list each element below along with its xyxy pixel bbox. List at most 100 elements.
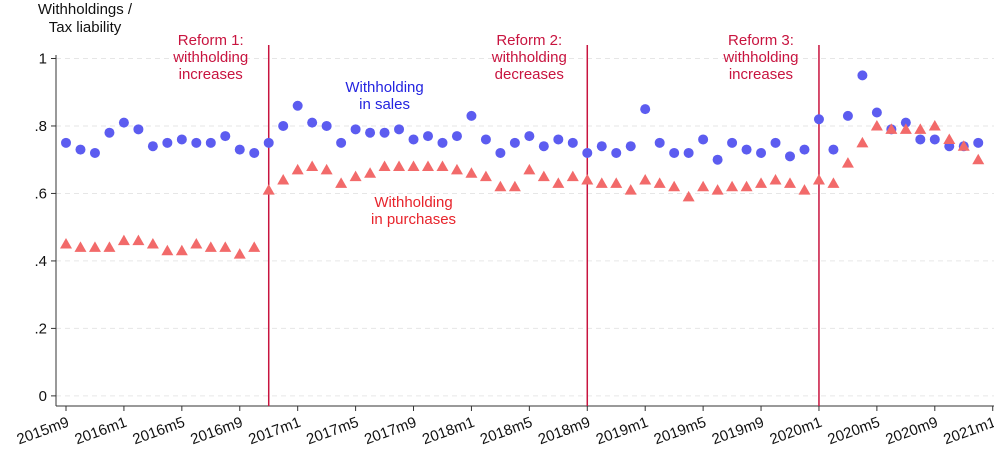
series-annotation: Withholding xyxy=(345,79,423,96)
x-tick-label: 2020m9 xyxy=(883,414,940,449)
circle-point xyxy=(61,137,71,148)
circle-point xyxy=(365,127,376,138)
circle-point xyxy=(509,137,520,148)
triangle-point xyxy=(798,184,811,195)
triangle-point xyxy=(335,177,348,188)
x-tick-label: 2017m9 xyxy=(362,414,419,449)
circle-point xyxy=(553,134,564,145)
triangle-point xyxy=(856,136,869,148)
circle-point xyxy=(842,110,853,121)
circle-point xyxy=(205,137,216,148)
circle-point xyxy=(191,137,202,148)
circle-point xyxy=(756,147,767,158)
y-tick-label: 0 xyxy=(39,388,47,405)
x-tick-label: 2021m1 xyxy=(941,414,994,449)
circle-point xyxy=(857,70,868,81)
circle-point xyxy=(292,100,303,111)
circle-point xyxy=(973,137,984,148)
triangle-point xyxy=(870,119,883,131)
series-annotation: in sales xyxy=(359,96,410,113)
y-axis-title: Withholdings / xyxy=(38,1,133,18)
triangle-point xyxy=(479,170,492,182)
triangle-point xyxy=(291,163,304,175)
triangle-point xyxy=(653,177,666,188)
circle-point xyxy=(770,137,781,148)
y-tick-label: .2 xyxy=(34,320,47,337)
circle-point xyxy=(307,117,318,128)
y-tick-label: 1 xyxy=(39,50,47,67)
circle-point xyxy=(727,137,738,148)
x-tick-label: 2019m1 xyxy=(594,414,651,449)
triangle-point xyxy=(610,177,623,188)
triangle-point xyxy=(161,244,174,256)
triangle-point xyxy=(740,180,753,192)
reform-label: withholding xyxy=(491,49,567,66)
circle-point xyxy=(350,124,361,135)
circle-point xyxy=(799,144,810,155)
circle-point xyxy=(249,147,260,158)
circle-point xyxy=(220,131,231,142)
circle-point xyxy=(828,144,839,155)
circle-point xyxy=(162,137,173,148)
circle-point xyxy=(813,114,824,125)
triangle-point xyxy=(624,184,637,195)
triangle-point xyxy=(682,190,695,202)
circle-point xyxy=(596,141,607,152)
circle-point xyxy=(871,107,882,118)
triangle-point xyxy=(320,163,333,175)
circle-point xyxy=(423,131,433,142)
triangle-point xyxy=(306,160,319,171)
triangle-point xyxy=(784,177,796,188)
triangle-point xyxy=(726,180,739,192)
circle-point xyxy=(741,144,752,155)
triangle-point xyxy=(812,173,825,185)
y-tick-label: .4 xyxy=(34,253,47,270)
triangle-point xyxy=(204,241,217,252)
triangle-point xyxy=(972,153,985,165)
x-tick-label: 2017m5 xyxy=(304,414,361,449)
triangle-point xyxy=(639,173,652,185)
reform-label: Reform 3: xyxy=(728,32,794,49)
circle-point xyxy=(451,131,462,142)
x-tick-label: 2018m1 xyxy=(420,414,477,449)
series-annotation: Withholding xyxy=(374,194,452,211)
x-tick-label: 2015m9 xyxy=(15,414,72,449)
triangle-point xyxy=(60,238,72,249)
circle-point xyxy=(147,141,158,152)
triangle-point xyxy=(175,244,188,256)
triangle-point xyxy=(146,238,159,249)
triangle-point xyxy=(899,123,912,134)
x-tick-label: 2018m5 xyxy=(478,414,535,449)
triangle-point xyxy=(407,160,420,171)
triangle-point xyxy=(566,170,579,182)
x-tick-label: 2017m1 xyxy=(246,414,303,449)
triangle-point xyxy=(233,248,246,259)
triangle-point xyxy=(711,184,724,195)
circle-point xyxy=(900,117,911,128)
circle-point xyxy=(625,141,636,152)
triangle-point xyxy=(465,167,478,178)
triangle-point xyxy=(364,167,377,178)
circle-point xyxy=(683,147,694,158)
triangle-point xyxy=(668,180,681,192)
triangle-point xyxy=(219,241,232,252)
circle-point xyxy=(321,120,332,131)
series-annotation: in purchases xyxy=(371,211,456,228)
triangle-point xyxy=(117,234,130,246)
circle-point xyxy=(466,110,477,121)
circle-point xyxy=(437,137,448,148)
circle-point xyxy=(915,134,926,145)
triangle-point xyxy=(494,180,507,192)
triangle-point xyxy=(595,177,608,188)
circle-point xyxy=(524,131,535,142)
triangle-point xyxy=(928,119,941,131)
circle-point xyxy=(698,134,709,145)
circle-point xyxy=(89,147,100,158)
triangle-point xyxy=(552,177,565,188)
triangle-point xyxy=(914,123,927,134)
circle-point xyxy=(785,151,795,162)
x-tick-label: 2018m9 xyxy=(536,414,593,449)
triangle-point xyxy=(755,177,768,188)
triangle-point xyxy=(508,180,521,192)
